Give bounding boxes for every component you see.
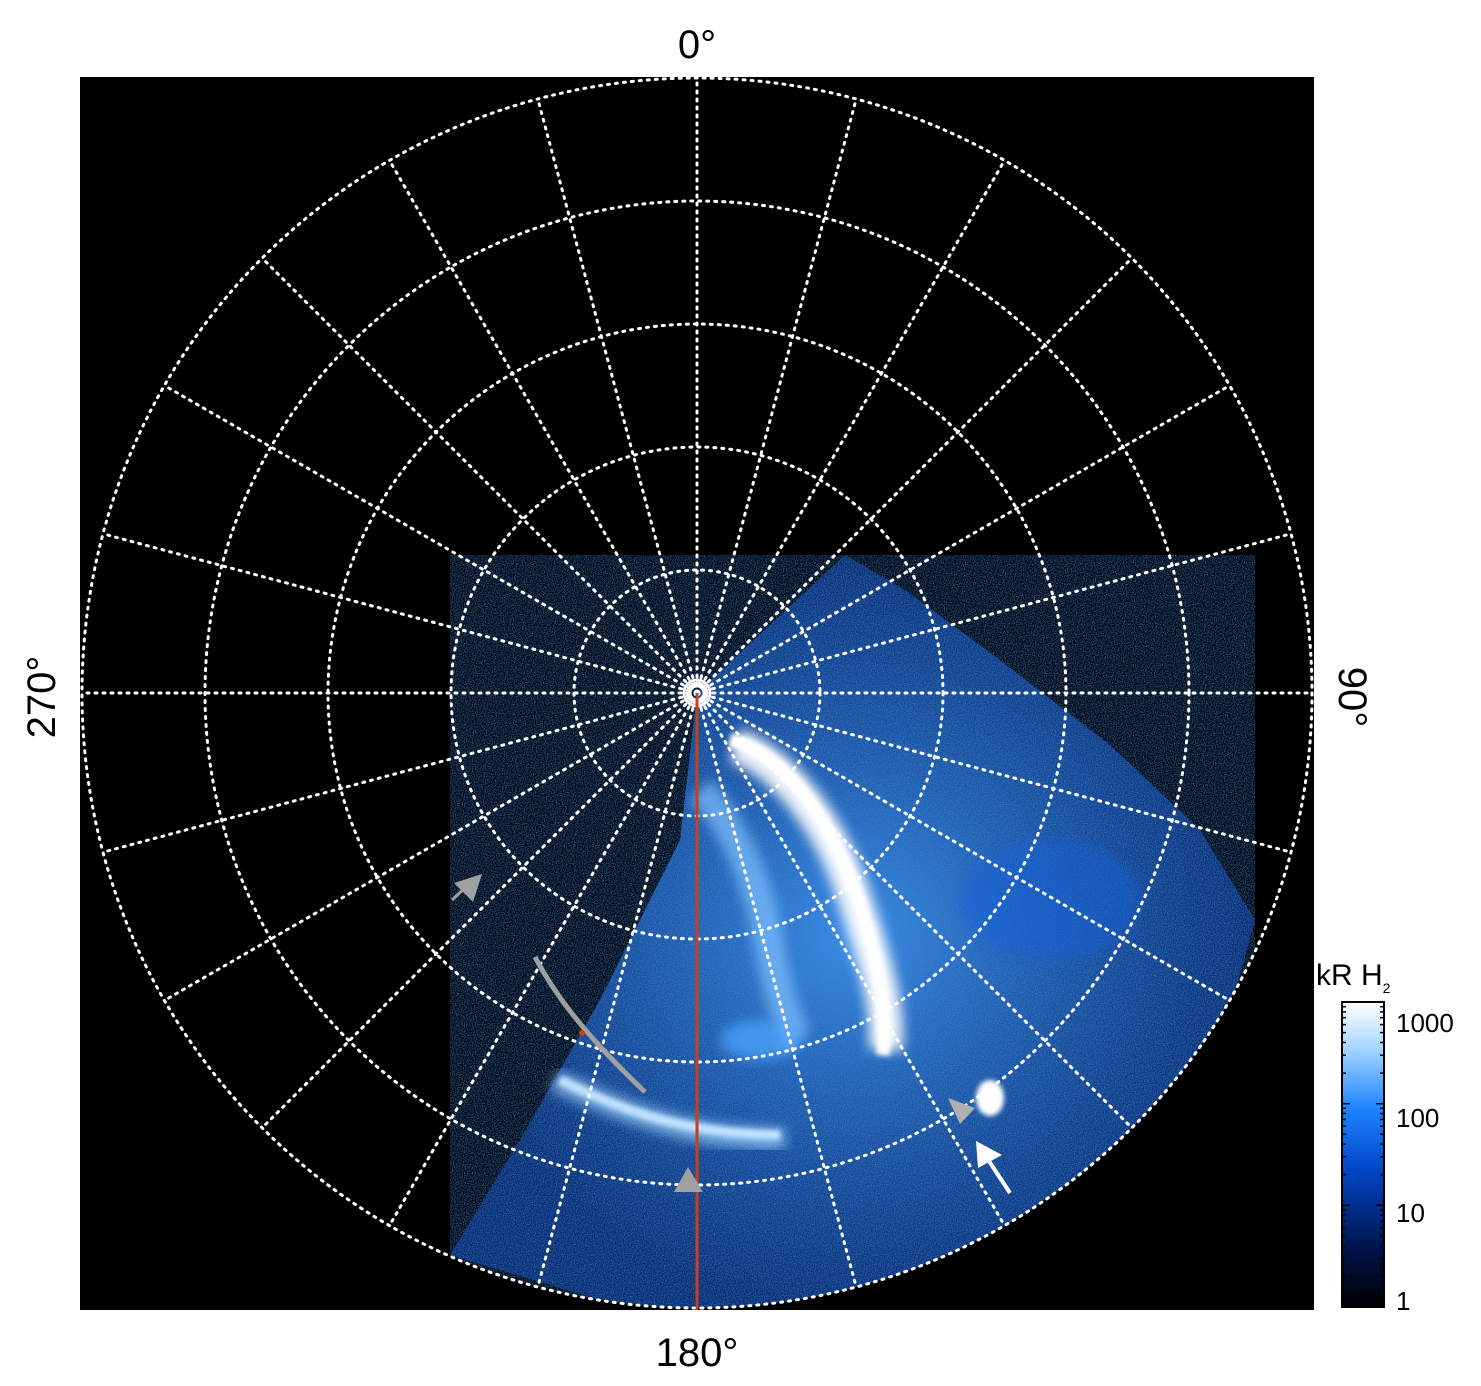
latitude-ring bbox=[203, 199, 1191, 1187]
meridian-line bbox=[695, 691, 1006, 1228]
meridian-line bbox=[695, 691, 1293, 854]
arc-red-dot bbox=[579, 1030, 585, 1036]
gray-arrow-nw bbox=[450, 874, 482, 902]
meridian-line bbox=[162, 691, 699, 1002]
meridian-line bbox=[695, 691, 858, 1289]
colorbar-tick-100: 100 bbox=[1396, 1103, 1439, 1133]
meridian-line bbox=[101, 532, 699, 695]
label-270-deg: 270° bbox=[20, 656, 64, 739]
colorbar-title: kR H2 bbox=[1316, 959, 1391, 996]
white-arrow-right bbox=[976, 1141, 1012, 1195]
meridian-line bbox=[695, 691, 1232, 1002]
meridian-line bbox=[101, 691, 699, 854]
meridian-line bbox=[695, 691, 1134, 1130]
aurora-emission-region bbox=[450, 555, 1255, 1308]
gray-arc-trace bbox=[532, 955, 647, 1094]
meridian-line bbox=[695, 158, 1006, 695]
meridian-line bbox=[695, 256, 1134, 695]
meridian-line bbox=[388, 158, 699, 695]
meridian-line bbox=[260, 256, 699, 695]
meridian-line bbox=[695, 384, 1232, 695]
meridian-line bbox=[162, 384, 699, 695]
label-90-deg: 90° bbox=[1330, 667, 1374, 728]
gray-triangle-right bbox=[948, 1098, 975, 1124]
colorbar-tick-10: 10 bbox=[1396, 1198, 1425, 1228]
colorbar: kR H2 1000 100 10 1 bbox=[1316, 959, 1454, 1316]
meridian-line bbox=[695, 97, 858, 695]
meridian-line bbox=[695, 532, 1293, 695]
meridian-line bbox=[536, 691, 699, 1289]
meridian-line bbox=[388, 691, 699, 1228]
latitude-ring bbox=[80, 77, 1314, 1310]
colorbar-tick-1000: 1000 bbox=[1396, 1008, 1454, 1038]
label-0-deg: 0° bbox=[678, 23, 716, 67]
meridian-line bbox=[536, 97, 699, 695]
colorbar-gradient bbox=[1341, 1001, 1385, 1308]
colorbar-tick-1: 1 bbox=[1396, 1286, 1410, 1316]
bright-spot bbox=[976, 1080, 1004, 1116]
polar-grid bbox=[80, 77, 1314, 1310]
meridian-line bbox=[260, 691, 699, 1130]
gray-triangle-bottom bbox=[674, 1167, 703, 1192]
label-180-deg: 180° bbox=[656, 1331, 739, 1375]
